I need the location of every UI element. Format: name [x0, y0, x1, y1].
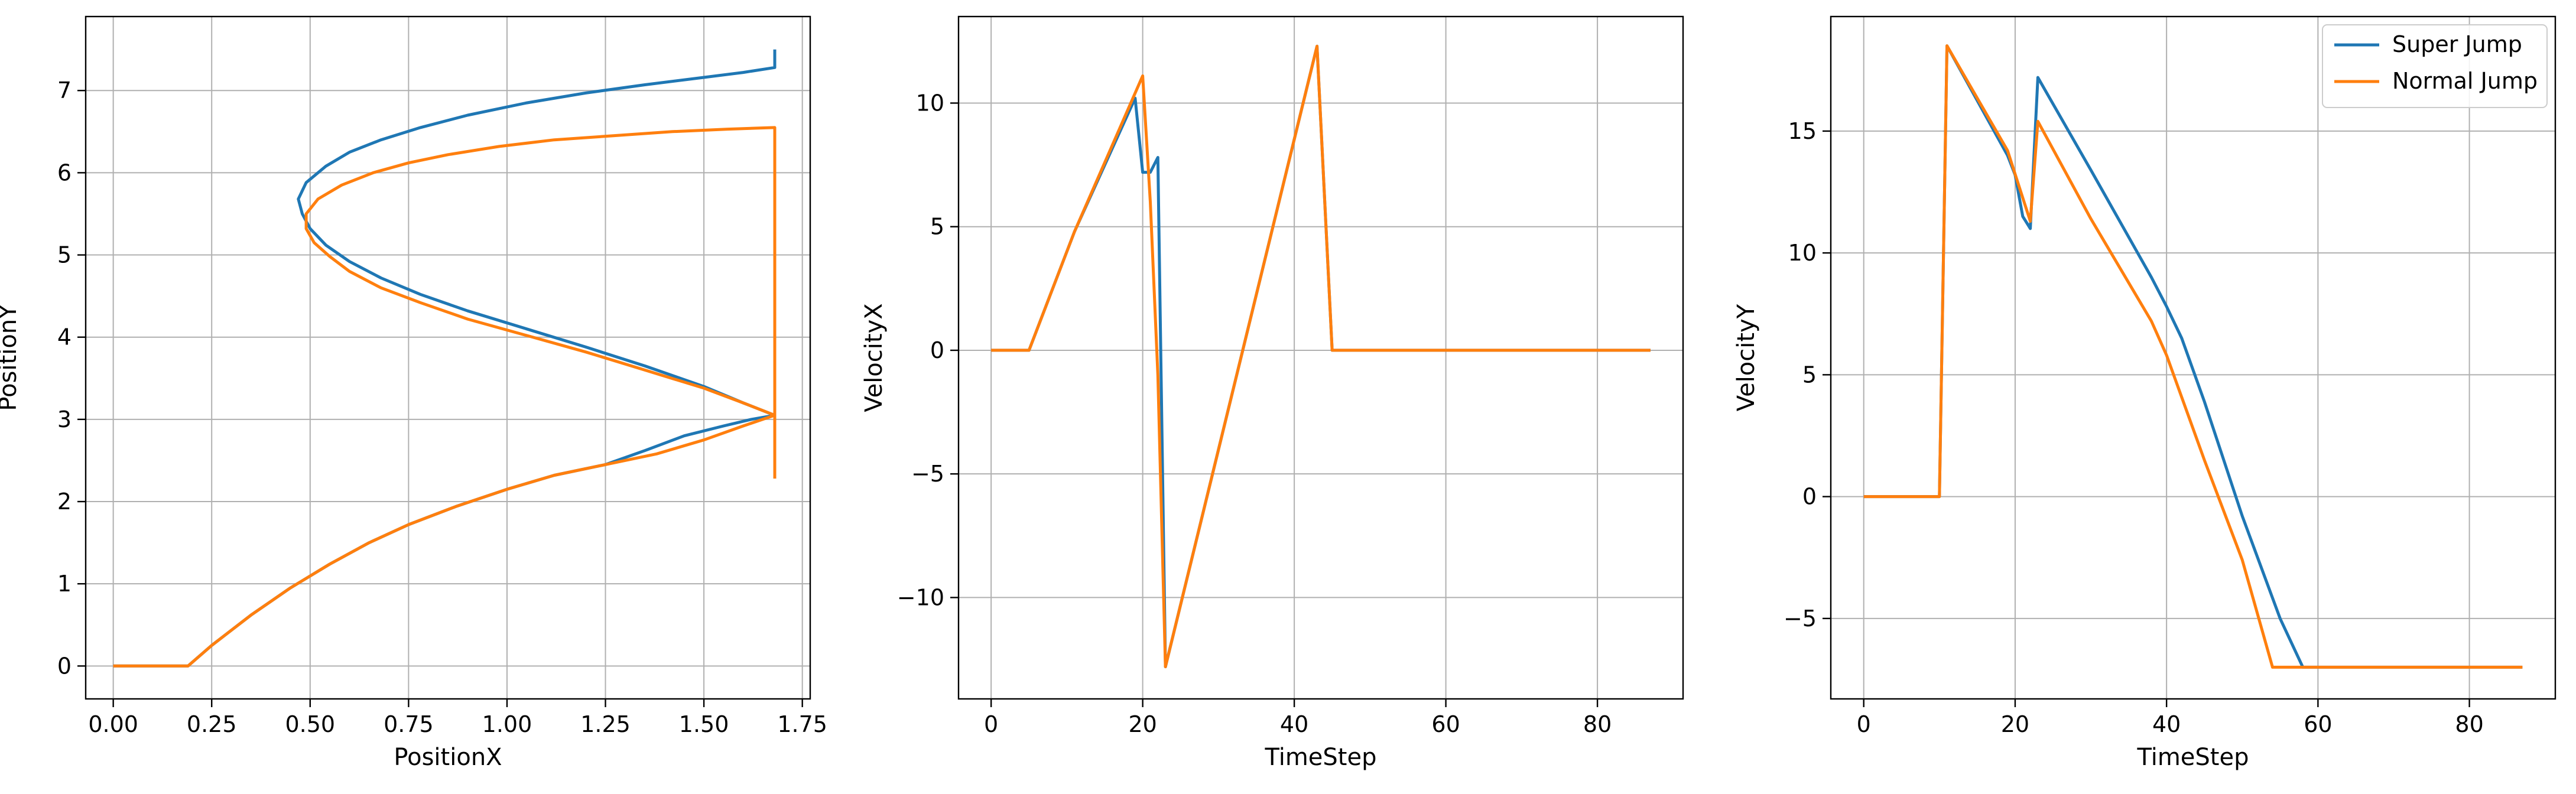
- x-axis-label: PositionX: [394, 744, 502, 771]
- y-axis-label: PositionY: [0, 304, 22, 411]
- y-tick-label: 10: [1788, 240, 1817, 266]
- chart-panel-3: 0 20 40 60 80 −5 0 5 10 15 TimeStep VelocityY Super …: [1733, 15, 2556, 771]
- x-tick-label: 1.50: [679, 711, 729, 737]
- x-tick-label: 20: [1128, 711, 1157, 737]
- legend-entry-label: Super Jump: [2392, 31, 2522, 57]
- y-tick-label: −5: [1784, 606, 1817, 632]
- x-axis-label: TimeStep: [2137, 744, 2249, 771]
- y-tick-label: 5: [930, 214, 944, 240]
- series-line-2: [113, 126, 777, 668]
- y-tick-label: 0: [930, 337, 944, 363]
- chart-panel-2: 0 20 40 60 80 −10 −5 0 5 10 TimeStep VelocityX: [860, 15, 1684, 771]
- x-tick-label: 0: [984, 711, 998, 737]
- x-tick-label: 0.25: [187, 711, 237, 737]
- x-tick-label: 0.00: [88, 711, 138, 737]
- x-tick-label: 80: [2455, 711, 2483, 737]
- x-tick-label: 60: [2304, 711, 2332, 737]
- x-tick-label: 60: [1431, 711, 1460, 737]
- y-tick-label: 15: [1788, 118, 1817, 144]
- x-tick-label: 40: [1280, 711, 1308, 737]
- axes-frame: [957, 15, 1684, 700]
- x-tick-label: 1.75: [777, 711, 827, 737]
- y-tick-label: −10: [897, 584, 944, 610]
- x-tick-label: 80: [1583, 711, 1612, 737]
- x-tick-label: 0.50: [285, 711, 335, 737]
- x-tick-label: 1.25: [580, 711, 631, 737]
- y-tick-label: 4: [57, 324, 72, 350]
- legend-entry-label: Normal Jump: [2392, 68, 2538, 94]
- legend: Super Jump Normal Jump: [2322, 24, 2548, 108]
- y-tick-label: 0: [1802, 484, 1817, 510]
- y-tick-label: 1: [57, 571, 72, 597]
- y-axis-label: VelocityX: [860, 303, 888, 412]
- x-axis-label: TimeStep: [1265, 744, 1377, 771]
- y-axis-label: VelocityY: [1733, 304, 1760, 411]
- axes-frame: [1830, 15, 2556, 700]
- y-tick-label: −5: [911, 461, 944, 487]
- y-tick-label: 10: [916, 90, 944, 116]
- y-tick-label: 5: [1802, 362, 1817, 388]
- x-tick-label: 1.00: [482, 711, 532, 737]
- y-tick-label: 7: [57, 77, 72, 103]
- chart-panel-1: 0.00 0.25 0.50 0.75 1.00 1.25 1.50 1.75 0 1 2 3 4 5 6 7…: [0, 15, 827, 771]
- series-line-2: [991, 44, 1651, 669]
- series-line-1: [1863, 44, 2523, 669]
- x-tick-label: 20: [2001, 711, 2029, 737]
- x-tick-label: 0.75: [384, 711, 434, 737]
- y-tick-label: 3: [57, 406, 72, 432]
- x-tick-label: 0: [1857, 711, 1871, 737]
- y-tick-label: 5: [57, 242, 72, 268]
- y-tick-label: 6: [57, 160, 72, 186]
- series-line-1: [113, 49, 777, 668]
- y-tick-label: 0: [57, 653, 72, 679]
- y-tick-label: 2: [57, 489, 72, 515]
- x-tick-label: 40: [2152, 711, 2181, 737]
- axes-frame: [85, 15, 811, 700]
- series-line-2: [1863, 44, 2523, 669]
